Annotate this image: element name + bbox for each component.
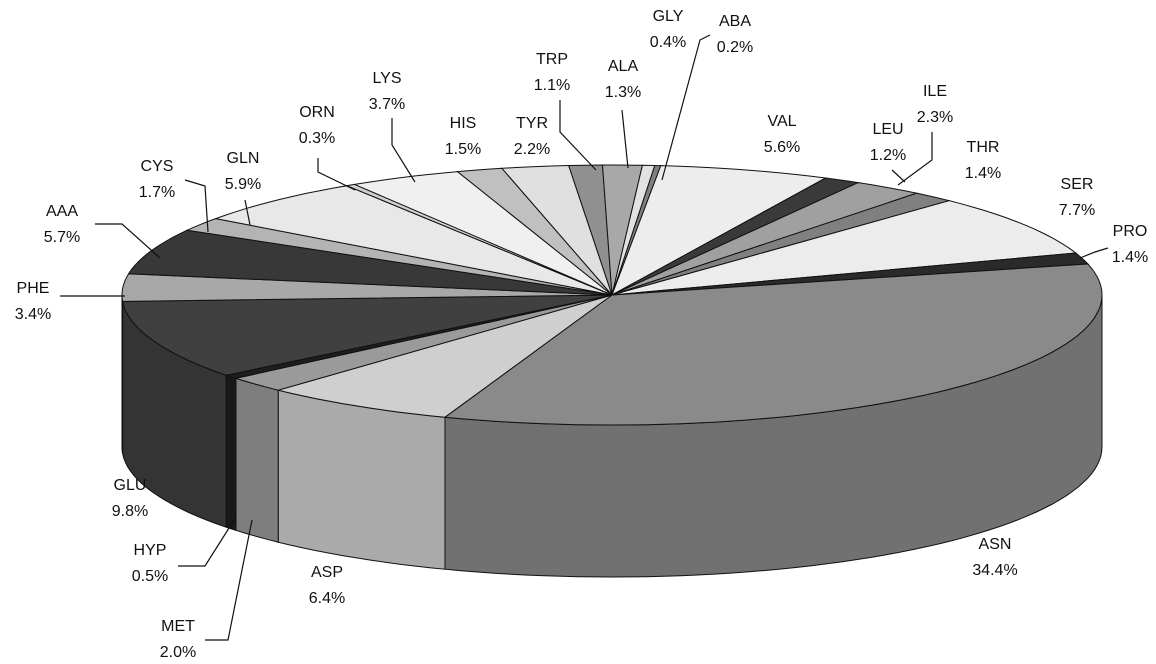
value-label: 0.3% <box>299 130 335 147</box>
pie-side <box>277 389 446 570</box>
slice-label: ORN <box>299 104 335 121</box>
slice-label: MET <box>161 618 195 635</box>
slice-label: ILE <box>923 83 947 100</box>
leader-line <box>661 34 711 181</box>
slice-label: GLN <box>227 150 260 167</box>
value-label: 3.7% <box>369 96 405 113</box>
value-label: 2.0% <box>160 644 196 661</box>
leader-line <box>317 158 356 191</box>
pie-slice <box>611 200 1078 296</box>
pie-slice <box>611 182 919 296</box>
pie-slice <box>443 263 1103 426</box>
value-label: 7.7% <box>1059 202 1095 219</box>
slice-label: TYR <box>516 115 548 132</box>
pie-side <box>225 374 237 531</box>
pie-slice <box>611 165 828 297</box>
value-label: 0.5% <box>132 568 168 585</box>
pie-slice <box>611 164 656 296</box>
leader-line <box>244 199 251 226</box>
pie-slice <box>121 273 613 302</box>
value-label: 1.7% <box>139 184 175 201</box>
pie-slice <box>276 294 613 418</box>
slice-label: HIS <box>450 115 477 132</box>
value-label: 1.1% <box>534 77 570 94</box>
slice-label: CYS <box>141 158 174 175</box>
pie-tops <box>121 164 1103 426</box>
leader-line <box>621 109 629 169</box>
value-label: 34.4% <box>972 562 1017 579</box>
value-label: 5.7% <box>44 229 80 246</box>
value-label: 5.6% <box>764 139 800 156</box>
leader-line <box>897 132 933 186</box>
slice-label: PRO <box>1113 223 1148 240</box>
pie-slice <box>213 185 613 296</box>
leader-line <box>1079 247 1109 259</box>
slice-label: GLU <box>114 477 147 494</box>
slice-label: VAL <box>767 113 796 130</box>
pie-side <box>235 377 279 543</box>
slice-label: LEU <box>872 121 903 138</box>
value-label: 9.8% <box>112 503 148 520</box>
value-label: 0.4% <box>650 34 686 51</box>
slice-label: ASP <box>311 564 343 581</box>
leader-line <box>559 100 597 171</box>
value-label: 2.3% <box>917 109 953 126</box>
leader-line <box>178 516 237 567</box>
value-label: 1.3% <box>605 84 641 101</box>
value-label: 1.4% <box>1112 249 1148 266</box>
slice-label: AAA <box>46 203 78 220</box>
pie-slice <box>127 229 613 296</box>
pie-slice <box>121 294 613 376</box>
slice-label: ALA <box>608 58 639 75</box>
leader-line <box>184 179 209 233</box>
value-label: 2.2% <box>514 141 550 158</box>
value-label: 3.4% <box>15 306 51 323</box>
value-label: 1.2% <box>870 147 906 164</box>
value-label: 1.4% <box>965 165 1001 182</box>
value-label: 0.2% <box>717 39 753 56</box>
slice-label: ABA <box>719 13 751 30</box>
slice-label: TRP <box>536 51 568 68</box>
pie-slice <box>352 171 613 296</box>
slice-label: SER <box>1061 176 1094 193</box>
value-label: 1.5% <box>445 141 481 158</box>
leader-line <box>391 118 416 183</box>
slice-label: ASN <box>979 536 1012 553</box>
value-label: 6.4% <box>309 590 345 607</box>
slice-label: PHE <box>17 280 50 297</box>
slice-label: LYS <box>372 70 401 87</box>
slice-label: HYP <box>134 542 167 559</box>
slice-label: GLY <box>653 8 684 25</box>
pie-sides <box>121 294 1103 578</box>
leader-line <box>891 169 906 183</box>
value-label: 5.9% <box>225 176 261 193</box>
leader-line <box>95 223 161 259</box>
slice-label: THR <box>967 139 1000 156</box>
leader-line <box>205 519 253 641</box>
pie-side <box>121 294 124 454</box>
